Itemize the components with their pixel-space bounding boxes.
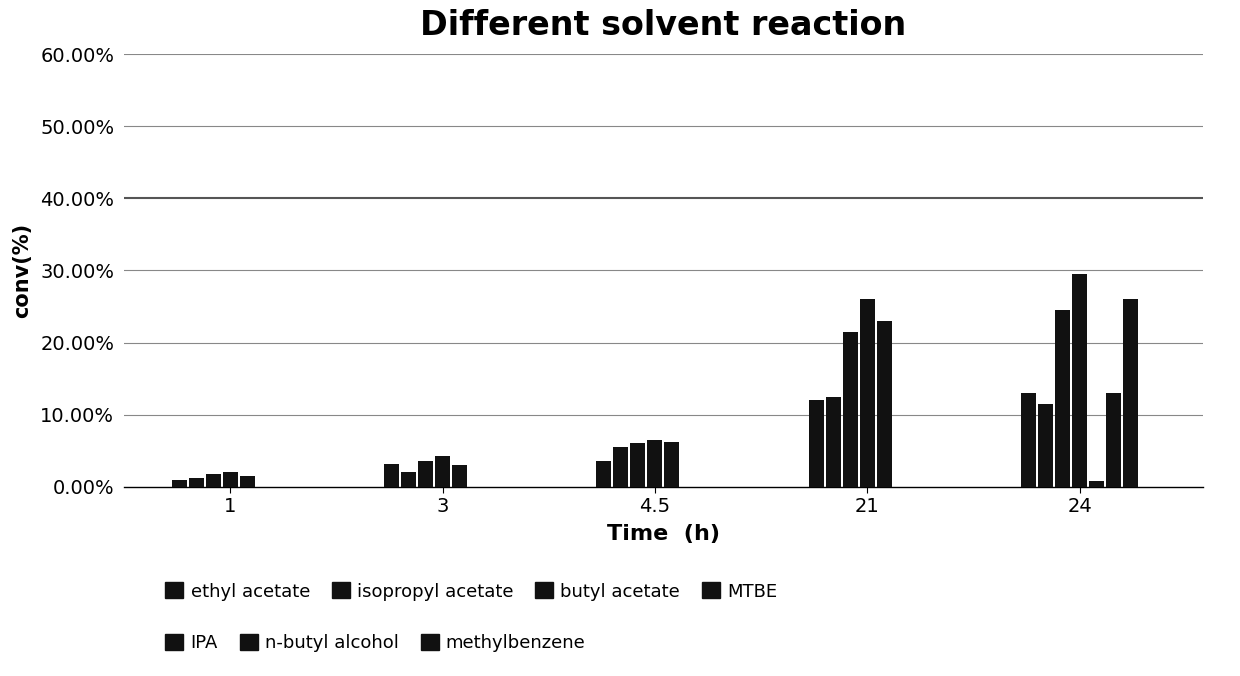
Bar [843,332,858,487]
Bar [1055,310,1070,487]
Bar [1073,274,1087,487]
Bar [877,321,892,487]
Y-axis label: conv(%): conv(%) [12,223,32,318]
Title: Different solvent reaction: Different solvent reaction [420,9,906,42]
Bar [401,473,415,487]
Bar [435,456,450,487]
Bar [171,479,186,487]
Bar [647,440,662,487]
Bar [1038,404,1053,487]
Bar [418,462,433,487]
Bar [596,462,611,487]
Bar [665,442,680,487]
Bar [223,473,238,487]
Bar [826,397,841,487]
Bar [1021,393,1035,487]
Bar [453,465,467,487]
Bar [1123,299,1138,487]
Bar [384,464,399,487]
Bar [808,400,823,487]
Bar [206,474,221,487]
Bar [1106,393,1121,487]
Bar [188,478,203,487]
Bar [614,447,629,487]
Bar [1089,481,1104,487]
Bar [859,299,874,487]
Bar [630,443,645,487]
X-axis label: Time  (h): Time (h) [606,525,720,544]
Legend: IPA, n-butyl alcohol, methylbenzene: IPA, n-butyl alcohol, methylbenzene [165,634,585,652]
Bar [239,476,254,487]
